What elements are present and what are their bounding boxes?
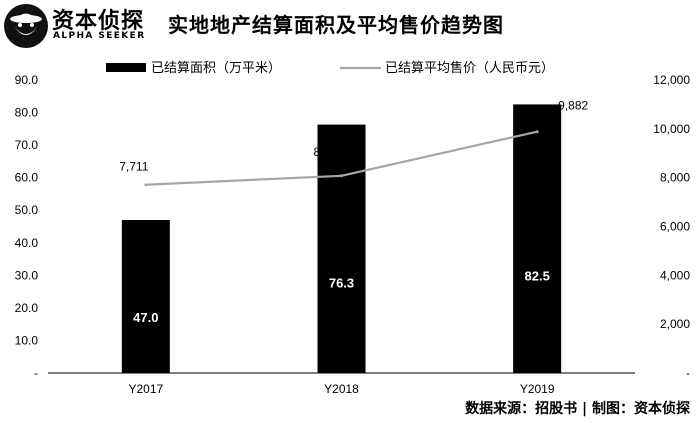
- left-axis-tick-label: 40.0: [15, 236, 39, 250]
- line-data-label: 9,882: [558, 99, 588, 113]
- left-axis-tick-label: 10.0: [15, 333, 39, 347]
- bar-data-label: 47.0: [133, 310, 158, 325]
- area-bar: [513, 104, 562, 374]
- left-axis-tick-label: 30.0: [15, 268, 39, 282]
- header: 资本侦探 ALPHA SEEKER 实地地产结算面积及平均售价趋势图: [0, 0, 700, 52]
- left-axis-tick-label: 90.0: [15, 73, 39, 87]
- right-axis-tick-label: 6,000: [660, 220, 690, 234]
- data-source-note: 数据来源：招股书 | 制图：资本侦探: [465, 401, 690, 417]
- right-axis-tick-label: 2,000: [660, 317, 690, 331]
- x-axis-category-label: Y2019: [520, 382, 555, 396]
- right-axis-tick-label: 8,000: [660, 171, 690, 185]
- left-axis-tick-label: 20.0: [15, 301, 39, 315]
- detective-logo-icon: [4, 4, 48, 48]
- x-axis-category-label: Y2017: [128, 382, 163, 396]
- brand-tagline: ALPHA SEEKER: [53, 31, 146, 41]
- legend-bar-label: 已结算面积（万平米）: [151, 61, 281, 76]
- left-axis-tick-label: 50.0: [15, 203, 39, 217]
- legend-line-label: 已结算平均售价（人民币元）: [385, 60, 554, 76]
- right-axis-tick-label: 12,000: [653, 73, 690, 87]
- price-point: [535, 130, 539, 134]
- left-axis-tick-label: 80.0: [15, 106, 39, 120]
- right-axis-tick-label: -: [686, 366, 690, 380]
- left-axis-tick-label: -: [34, 366, 38, 380]
- line-data-label: 8,077: [313, 145, 343, 159]
- right-axis-tick-label: 4,000: [660, 268, 690, 282]
- x-axis-category-label: Y2018: [324, 382, 359, 396]
- area-bar: [317, 124, 366, 374]
- bar-data-label: 76.3: [329, 276, 354, 291]
- line-data-label: 7,711: [119, 160, 148, 174]
- legend-bar-swatch: [106, 63, 146, 72]
- left-axis-tick-label: 60.0: [15, 171, 39, 185]
- right-axis-tick-label: 10,000: [653, 122, 690, 136]
- area-bar: [121, 219, 170, 373]
- left-axis-tick-label: 70.0: [15, 138, 39, 152]
- price-point: [144, 183, 148, 187]
- chart-title: 实地地产结算面积及平均售价趋势图: [168, 13, 504, 37]
- bar-data-label: 82.5: [525, 268, 550, 283]
- brand-name: 资本侦探: [52, 9, 145, 34]
- price-point: [340, 174, 343, 178]
